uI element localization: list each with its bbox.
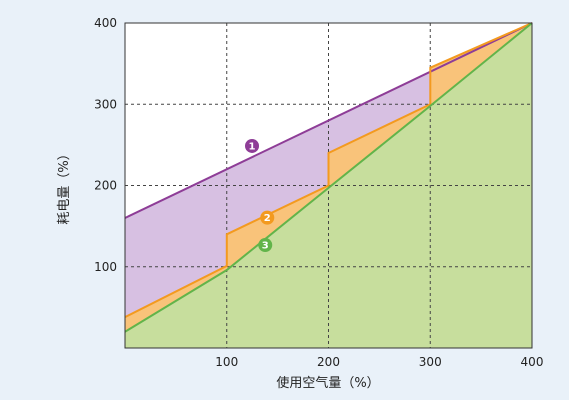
- series-2-marker: 2: [260, 210, 275, 225]
- series-markers: 1 2 3: [245, 138, 275, 253]
- series-3-line: [124, 22, 533, 333]
- series-1-line: [124, 22, 533, 219]
- marker-number: 2: [264, 213, 271, 224]
- x-axis-label: 使用空气量（%）: [276, 375, 379, 391]
- x-tick-label: 400: [521, 355, 544, 369]
- marker-circle: [260, 210, 275, 225]
- marker-circle: [258, 238, 273, 253]
- y-tick-label: 400: [94, 16, 117, 30]
- series-3-marker: 3: [258, 238, 273, 253]
- series-lines: [124, 22, 533, 333]
- x-tick-label: 300: [419, 355, 442, 369]
- x-tick-label: 200: [317, 355, 340, 369]
- series-2-line: [124, 22, 533, 318]
- y-axis-label: 耗电量（%）: [57, 147, 72, 224]
- y-tick-label: 300: [94, 97, 117, 111]
- y-tick-label: 200: [94, 179, 117, 193]
- series-3-area: [125, 23, 532, 348]
- marker-number: 1: [249, 141, 256, 152]
- y-axis-ticks: 100 200 300 400: [94, 16, 117, 274]
- marker-number: 3: [262, 241, 269, 252]
- x-axis-ticks: 100 200 300 400: [215, 355, 543, 369]
- marker-circle: [245, 138, 260, 153]
- x-tick-label: 100: [215, 355, 238, 369]
- y-tick-label: 100: [94, 260, 117, 274]
- plot-frame: [124, 22, 533, 349]
- series-1-marker: 1: [245, 138, 260, 153]
